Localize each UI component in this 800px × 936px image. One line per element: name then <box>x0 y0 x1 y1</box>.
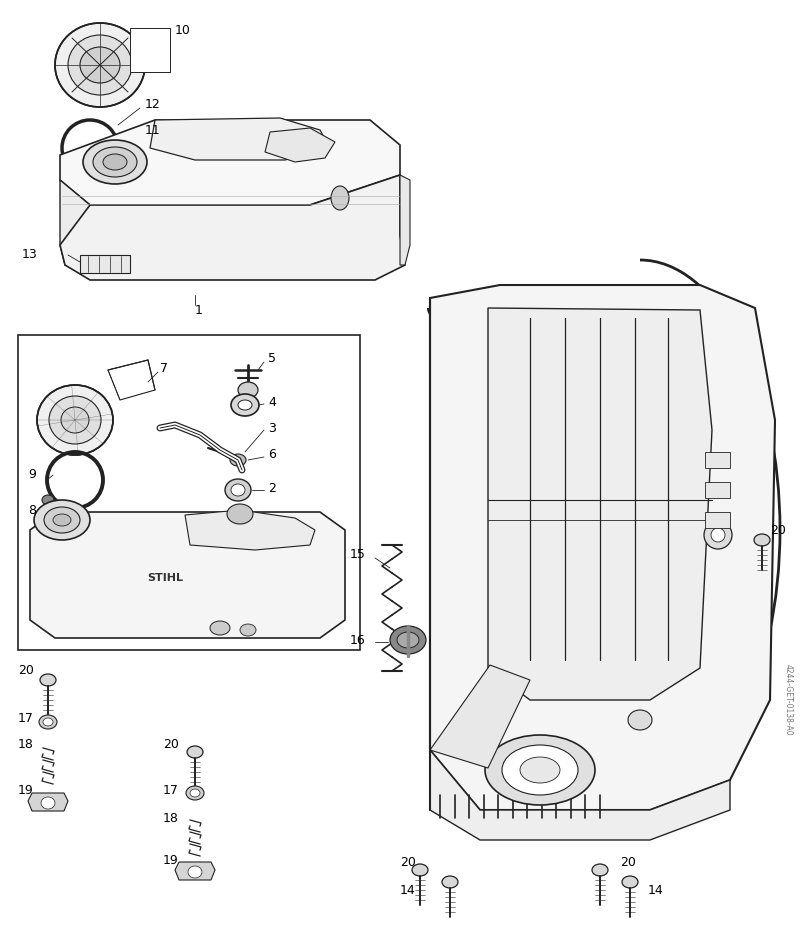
Ellipse shape <box>711 528 725 542</box>
Ellipse shape <box>190 789 200 797</box>
Polygon shape <box>60 180 90 275</box>
Text: 7: 7 <box>160 361 168 374</box>
Ellipse shape <box>53 514 71 526</box>
Ellipse shape <box>68 35 132 95</box>
Text: 20: 20 <box>770 523 786 536</box>
Ellipse shape <box>93 147 137 177</box>
Text: STIHL: STIHL <box>147 573 183 583</box>
Text: 2: 2 <box>268 481 276 494</box>
Text: 3: 3 <box>268 421 276 434</box>
Polygon shape <box>80 255 130 273</box>
Polygon shape <box>28 793 68 811</box>
Ellipse shape <box>187 746 203 758</box>
Ellipse shape <box>188 866 202 878</box>
Text: 14: 14 <box>400 884 416 897</box>
Text: 20: 20 <box>18 664 34 677</box>
Text: 17: 17 <box>18 711 34 724</box>
Ellipse shape <box>37 385 113 455</box>
Ellipse shape <box>39 715 57 729</box>
Ellipse shape <box>49 396 101 444</box>
Text: 4: 4 <box>268 396 276 408</box>
Ellipse shape <box>42 495 54 505</box>
Text: 17: 17 <box>163 783 179 797</box>
Ellipse shape <box>230 454 246 466</box>
Ellipse shape <box>231 394 259 416</box>
Text: 13: 13 <box>22 248 38 261</box>
Ellipse shape <box>628 710 652 730</box>
Ellipse shape <box>103 154 127 170</box>
Ellipse shape <box>41 797 55 809</box>
Polygon shape <box>130 28 170 72</box>
Ellipse shape <box>225 479 251 501</box>
Ellipse shape <box>485 735 595 805</box>
Polygon shape <box>400 175 410 265</box>
Text: 19: 19 <box>18 783 34 797</box>
Polygon shape <box>430 750 730 840</box>
Ellipse shape <box>331 186 349 210</box>
Ellipse shape <box>186 786 204 800</box>
Ellipse shape <box>520 757 560 783</box>
Polygon shape <box>60 120 400 205</box>
Ellipse shape <box>44 507 80 533</box>
Polygon shape <box>150 118 330 160</box>
Ellipse shape <box>622 876 638 888</box>
Ellipse shape <box>80 47 120 83</box>
Polygon shape <box>108 360 155 400</box>
Text: 6: 6 <box>268 448 276 461</box>
Ellipse shape <box>240 624 256 636</box>
Ellipse shape <box>227 504 253 524</box>
Ellipse shape <box>390 626 426 654</box>
Ellipse shape <box>83 140 147 184</box>
Ellipse shape <box>210 621 230 635</box>
Text: 11: 11 <box>145 124 161 137</box>
Ellipse shape <box>231 484 245 496</box>
Text: 1: 1 <box>195 303 203 316</box>
Text: 8: 8 <box>28 504 36 517</box>
Ellipse shape <box>502 745 578 795</box>
Ellipse shape <box>42 535 54 545</box>
Ellipse shape <box>61 407 89 433</box>
Polygon shape <box>185 510 315 550</box>
Ellipse shape <box>43 718 53 726</box>
Polygon shape <box>175 862 215 880</box>
Text: 20: 20 <box>620 856 636 869</box>
Ellipse shape <box>704 521 732 549</box>
Ellipse shape <box>442 876 458 888</box>
Ellipse shape <box>412 864 428 876</box>
Text: 18: 18 <box>18 739 34 752</box>
Ellipse shape <box>40 674 56 686</box>
Text: 16: 16 <box>350 634 366 647</box>
Text: 20: 20 <box>163 739 179 752</box>
Polygon shape <box>18 335 360 650</box>
Polygon shape <box>705 452 730 468</box>
Ellipse shape <box>238 400 252 410</box>
Text: 19: 19 <box>163 854 178 867</box>
Polygon shape <box>430 665 530 768</box>
Polygon shape <box>265 128 335 162</box>
Text: 9: 9 <box>28 469 36 481</box>
Polygon shape <box>60 175 405 280</box>
Ellipse shape <box>754 534 770 546</box>
Text: 12: 12 <box>145 98 161 111</box>
Ellipse shape <box>397 632 419 648</box>
Polygon shape <box>705 512 730 528</box>
Polygon shape <box>705 482 730 498</box>
Ellipse shape <box>34 500 90 540</box>
Ellipse shape <box>85 171 95 181</box>
Text: 20: 20 <box>400 856 416 869</box>
Text: 5: 5 <box>268 352 276 364</box>
Text: 10: 10 <box>175 23 191 37</box>
Polygon shape <box>430 285 775 810</box>
Text: 18: 18 <box>163 812 179 825</box>
Ellipse shape <box>592 864 608 876</box>
Ellipse shape <box>238 382 258 398</box>
Text: 4244-GET-0138-A0: 4244-GET-0138-A0 <box>783 665 793 736</box>
Polygon shape <box>488 308 712 700</box>
Ellipse shape <box>55 23 145 107</box>
Text: 15: 15 <box>350 548 366 562</box>
Polygon shape <box>30 512 345 638</box>
Text: 14: 14 <box>648 884 664 897</box>
